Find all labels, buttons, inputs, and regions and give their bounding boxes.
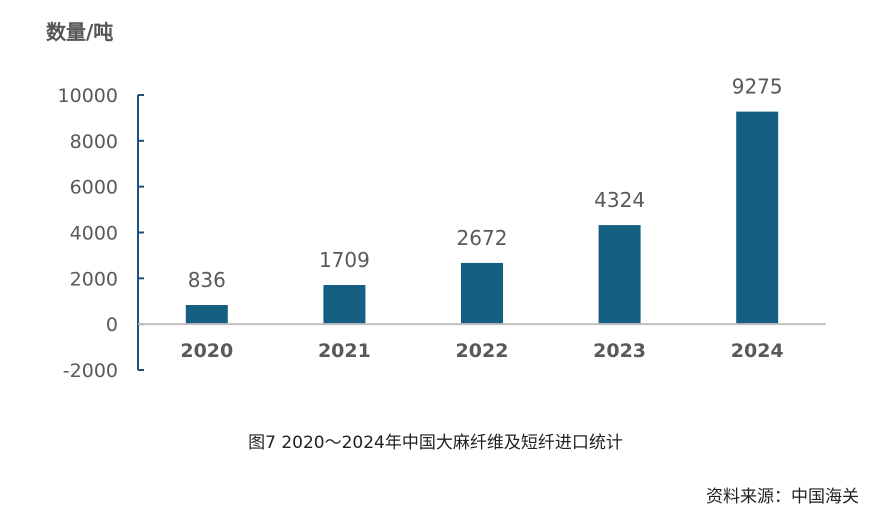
y-tick-label: 10000 — [58, 85, 118, 107]
bars — [185, 111, 779, 325]
y-tick-label: 6000 — [70, 177, 118, 199]
data-label-2024: 9275 — [732, 75, 783, 99]
data-label-2022: 2672 — [457, 226, 508, 250]
bar-2023 — [598, 225, 641, 325]
data-labels: 836 1709 2672 4324 9275 — [188, 75, 783, 292]
figure-caption: 图7 2020～2024年中国大麻纤维及短纤进口统计 — [248, 433, 623, 453]
y-tick-label: 0 — [106, 314, 118, 336]
x-tick-label-2021: 2021 — [318, 340, 371, 362]
bar-2020 — [185, 305, 228, 325]
data-label-2023: 4324 — [594, 188, 645, 212]
y-axis — [137, 94, 144, 371]
bar-2022 — [461, 262, 503, 325]
bar-chart: 10000 8000 6000 4000 2000 0 -2000 2020 2021 2022… — [58, 75, 826, 382]
y-tick-label: 8000 — [70, 131, 118, 153]
x-tick-label-2023: 2023 — [593, 340, 646, 362]
y-tick-label: -2000 — [63, 360, 118, 382]
data-label-2020: 836 — [188, 268, 226, 292]
x-tick-label-2022: 2022 — [456, 340, 509, 362]
x-tick-label-2020: 2020 — [180, 340, 233, 362]
data-label-2021: 1709 — [319, 248, 370, 272]
source-note: 资料来源：中国海关 — [706, 487, 859, 507]
y-axis-unit-label: 数量/吨 — [46, 20, 114, 44]
y-tick-label: 4000 — [70, 223, 118, 245]
x-tick-label-2024: 2024 — [731, 340, 784, 362]
bar-2021 — [323, 285, 366, 325]
y-tick-labels: 10000 8000 6000 4000 2000 0 -2000 — [58, 85, 118, 382]
bar-2024 — [736, 111, 779, 325]
x-tick-labels: 2020 2021 2022 2023 2024 — [180, 340, 783, 362]
y-tick-label: 2000 — [70, 268, 118, 290]
